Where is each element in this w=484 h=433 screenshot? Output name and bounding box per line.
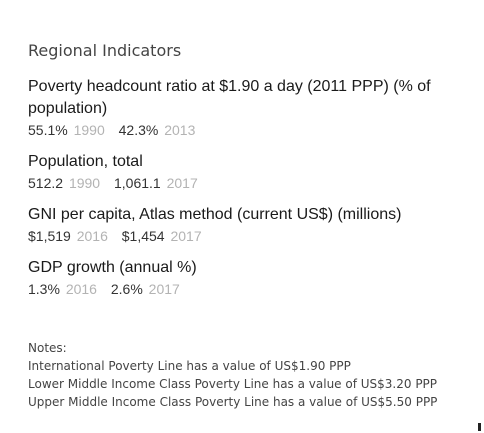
- indicator-year: 1990: [68, 175, 101, 191]
- indicator-year: 1990: [73, 122, 105, 138]
- indicator-values: $1,519 2016 $1,454 2017: [28, 226, 468, 246]
- indicator-values: 1.3% 2016 2.6% 2017: [28, 279, 468, 299]
- indicator-year: 2016: [65, 281, 97, 297]
- indicator-name: GDP growth (annual %): [28, 259, 197, 276]
- indicator-value: 512.2: [28, 175, 64, 191]
- indicator-poverty-headcount: Poverty headcount ratio at $1.90 a day (…: [28, 76, 468, 140]
- section-title: Regional Indicators: [28, 41, 182, 60]
- value-pair: $1,454 2017: [122, 226, 202, 246]
- indicator-year: 2013: [164, 122, 196, 138]
- indicator-name: GNI per capita, Atlas method (current US…: [28, 206, 402, 223]
- value-pair: 2.6% 2017: [111, 279, 180, 299]
- indicator-value: 1.3%: [28, 281, 60, 297]
- indicator-name: Poverty headcount ratio at $1.90 a day (…: [28, 78, 431, 117]
- indicator-value: $1,454: [121, 228, 165, 244]
- notes-title: Notes:: [28, 341, 67, 355]
- indicator-values: 55.1% 1990 42.3% 2013: [28, 120, 468, 140]
- regional-indicators-panel: Regional Indicators Poverty headcount ra…: [28, 40, 468, 310]
- indicator-values: 512.2 1990 1,061.1 2017: [28, 173, 468, 193]
- indicator-value: 2.6%: [110, 281, 143, 297]
- value-pair: 1,061.1 2017: [114, 173, 198, 193]
- indicator-year: 2017: [166, 175, 198, 191]
- value-pair: 42.3% 2013: [119, 120, 196, 140]
- indicator-value: 55.1%: [28, 122, 68, 138]
- indicator-year: 2017: [170, 228, 202, 244]
- note-line: International Poverty Line has a value o…: [28, 359, 351, 373]
- indicator-year: 2017: [148, 281, 180, 297]
- indicator-name: Population, total: [28, 153, 143, 170]
- text-cursor-icon: [478, 423, 481, 431]
- indicator-year: 2016: [76, 228, 108, 244]
- note-line: Upper Middle Income Class Poverty Line h…: [28, 395, 438, 409]
- indicator-value: 42.3%: [118, 122, 159, 138]
- notes-section: Notes: International Poverty Line has a …: [28, 339, 468, 411]
- indicator-value: 1,061.1: [113, 175, 161, 191]
- indicator-gdp-growth: GDP growth (annual %) 1.3% 2016 2.6% 201…: [28, 257, 468, 299]
- note-line: Lower Middle Income Class Poverty Line h…: [28, 377, 438, 391]
- value-pair: 1.3% 2016: [28, 279, 97, 299]
- indicator-gni-per-capita: GNI per capita, Atlas method (current US…: [28, 204, 468, 246]
- value-pair: 512.2 1990: [28, 173, 100, 193]
- value-pair: $1,519 2016: [28, 226, 108, 246]
- value-pair: 55.1% 1990: [28, 120, 105, 140]
- indicator-population: Population, total 512.2 1990 1,061.1 201…: [28, 151, 468, 193]
- indicator-value: $1,519: [28, 228, 71, 244]
